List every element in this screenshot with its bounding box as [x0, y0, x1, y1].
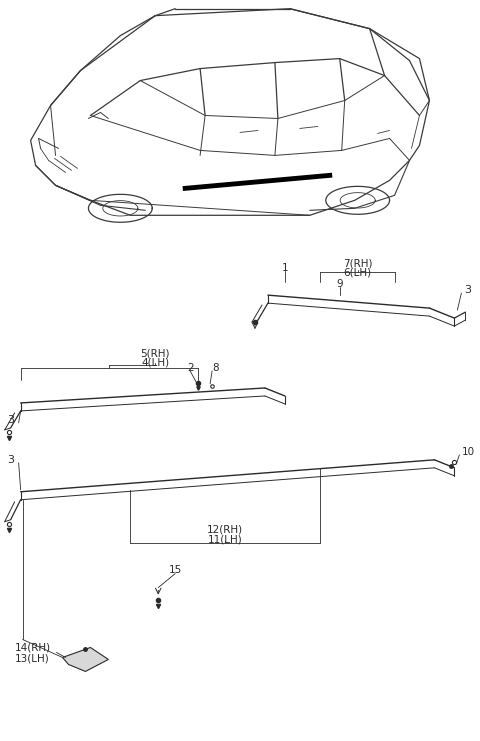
Text: 3: 3: [464, 285, 471, 295]
Text: 4(LH): 4(LH): [141, 357, 169, 367]
Text: 6(LH): 6(LH): [344, 268, 372, 277]
Text: 13(LH): 13(LH): [15, 654, 50, 663]
Text: 10: 10: [461, 447, 475, 457]
Text: 8: 8: [212, 363, 218, 373]
Text: 5(RH): 5(RH): [141, 348, 170, 358]
Text: 1: 1: [282, 263, 288, 273]
Text: 7(RH): 7(RH): [343, 258, 372, 268]
Text: 9: 9: [336, 279, 343, 289]
Text: 11(LH): 11(LH): [208, 535, 242, 545]
Text: 12(RH): 12(RH): [207, 525, 243, 535]
Text: 2: 2: [187, 363, 193, 373]
Polygon shape: [62, 648, 108, 671]
Text: 14(RH): 14(RH): [14, 642, 51, 653]
Text: 15: 15: [168, 565, 182, 574]
Text: 3: 3: [8, 455, 15, 465]
Text: 3: 3: [8, 415, 15, 425]
